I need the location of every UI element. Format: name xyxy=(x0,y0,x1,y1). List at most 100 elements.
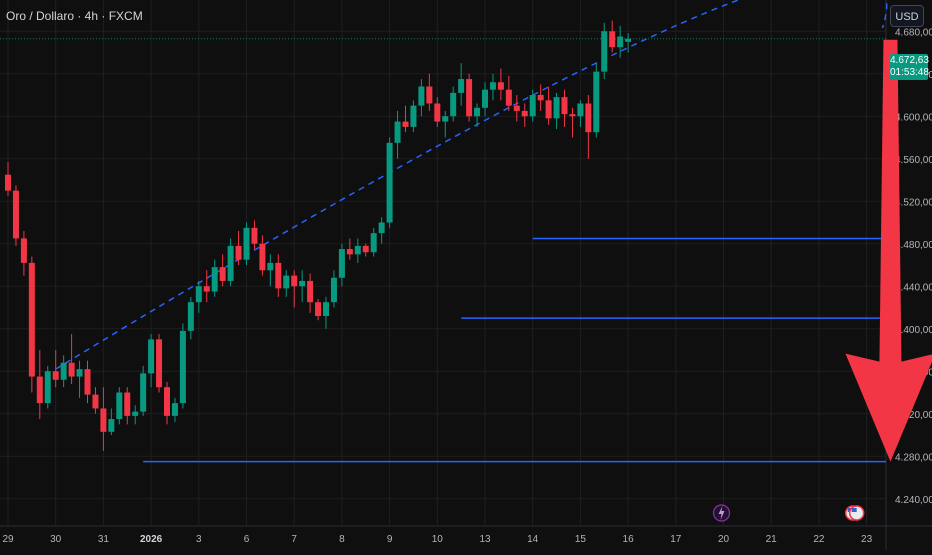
candle-body[interactable] xyxy=(386,142,393,223)
candle-body[interactable] xyxy=(132,411,139,416)
candle-body[interactable] xyxy=(28,262,35,377)
candle-body[interactable] xyxy=(164,387,170,416)
candle-body[interactable] xyxy=(211,267,218,292)
candle-body[interactable] xyxy=(418,86,425,106)
candle-body[interactable] xyxy=(617,36,624,48)
candle-body[interactable] xyxy=(259,243,266,271)
candle-body[interactable] xyxy=(569,114,576,117)
time-axis-label: 9 xyxy=(387,534,393,545)
candle-body[interactable] xyxy=(5,174,11,191)
candle-body[interactable] xyxy=(362,245,369,253)
candle-body[interactable] xyxy=(466,79,473,117)
candle-body[interactable] xyxy=(593,71,600,133)
candle-body[interactable] xyxy=(426,86,433,104)
candle-body[interactable] xyxy=(20,238,27,263)
candle-body[interactable] xyxy=(323,302,329,316)
candle-body[interactable] xyxy=(235,245,242,260)
candle-body[interactable] xyxy=(116,392,123,420)
candle-body[interactable] xyxy=(434,103,441,122)
candle-body[interactable] xyxy=(537,95,544,101)
candle-body[interactable] xyxy=(338,249,345,278)
last-price-value: 4.672,63 xyxy=(890,55,929,66)
price-axis-label: 4.600,00 xyxy=(895,112,932,123)
candle-body[interactable] xyxy=(171,403,178,416)
candle-body[interactable] xyxy=(410,105,417,127)
candle-body[interactable] xyxy=(227,245,234,281)
candle-body[interactable] xyxy=(553,97,560,119)
candle-body[interactable] xyxy=(609,31,616,48)
currency-button[interactable]: USD xyxy=(890,5,924,27)
time-axis-label: 22 xyxy=(813,534,825,545)
candle-body[interactable] xyxy=(100,408,107,432)
candle-body[interactable] xyxy=(561,97,568,115)
time-axis-label: 8 xyxy=(339,534,345,545)
candle-body[interactable] xyxy=(291,275,298,287)
candle-body[interactable] xyxy=(203,286,210,292)
candle-body[interactable] xyxy=(140,373,147,412)
candle-body[interactable] xyxy=(497,82,504,90)
candle-body[interactable] xyxy=(156,339,163,388)
time-axis-label: 3 xyxy=(196,534,202,545)
candle-body[interactable] xyxy=(315,302,322,316)
candle-body[interactable] xyxy=(521,110,528,117)
price-axis-label: 4.320,00 xyxy=(895,410,932,421)
candle-body[interactable] xyxy=(36,376,43,404)
candle-body[interactable] xyxy=(505,89,512,106)
candle-body[interactable] xyxy=(68,362,75,377)
candle-body[interactable] xyxy=(219,267,226,281)
candle-body[interactable] xyxy=(148,339,155,374)
candle-body[interactable] xyxy=(179,330,186,404)
candle-body[interactable] xyxy=(267,262,274,271)
candle-body[interactable] xyxy=(585,103,592,133)
candle-body[interactable] xyxy=(187,302,194,331)
dashed-arc-drawing[interactable] xyxy=(55,0,888,370)
candle-body[interactable] xyxy=(450,92,457,117)
candle-body[interactable] xyxy=(275,262,282,289)
candle-body[interactable] xyxy=(378,222,385,234)
candle-body[interactable] xyxy=(482,89,488,108)
candle-body[interactable] xyxy=(577,103,584,117)
candle-body[interactable] xyxy=(84,369,91,395)
candle-body[interactable] xyxy=(394,121,401,143)
candle-body[interactable] xyxy=(489,82,496,90)
candle-body[interactable] xyxy=(299,280,306,287)
candle-body[interactable] xyxy=(60,362,67,380)
candle-body[interactable] xyxy=(601,31,608,72)
candle-body[interactable] xyxy=(513,105,520,111)
candle-body[interactable] xyxy=(251,227,258,244)
candle-body[interactable] xyxy=(545,100,552,119)
candle-body[interactable] xyxy=(92,394,99,409)
candle-body[interactable] xyxy=(625,38,632,42)
candle-body[interactable] xyxy=(124,392,131,416)
down-arrow-drawing[interactable] xyxy=(845,39,932,462)
candle-body[interactable] xyxy=(307,280,314,303)
lightning-bolt-shape xyxy=(718,506,725,520)
candle-body[interactable] xyxy=(354,245,361,255)
candle-body[interactable] xyxy=(76,369,83,377)
lightning-event-icon[interactable] xyxy=(712,504,731,522)
price-axis-label: 4.240,00 xyxy=(895,495,932,506)
candle-body[interactable] xyxy=(529,95,536,117)
candle-body[interactable] xyxy=(12,190,19,239)
time-axis-label: 21 xyxy=(766,534,778,545)
price-axis-label: 4.440,00 xyxy=(895,282,932,293)
candle-body[interactable] xyxy=(442,116,449,122)
candle-body[interactable] xyxy=(330,277,337,303)
candle-body[interactable] xyxy=(108,419,115,432)
time-axis-label: 23 xyxy=(861,534,873,545)
candle-body[interactable] xyxy=(243,227,250,260)
candle-body[interactable] xyxy=(458,79,465,93)
candle-body[interactable] xyxy=(474,107,481,117)
candle-body[interactable] xyxy=(402,121,409,127)
time-axis-label: 30 xyxy=(50,534,62,545)
candle-body[interactable] xyxy=(346,249,353,255)
time-axis-label: 13 xyxy=(479,534,491,545)
candle-body[interactable] xyxy=(283,275,290,289)
candle-body[interactable] xyxy=(195,286,202,303)
candle-body[interactable] xyxy=(52,371,59,380)
candle-body[interactable] xyxy=(44,371,51,404)
candle-body[interactable] xyxy=(370,233,377,253)
us-flag-event-icon[interactable] xyxy=(844,505,865,521)
